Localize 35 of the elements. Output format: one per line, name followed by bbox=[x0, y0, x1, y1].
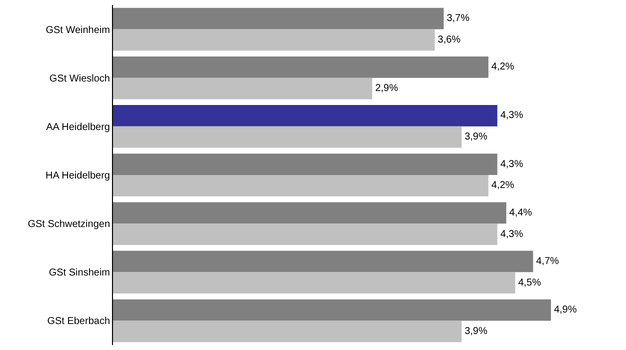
bar bbox=[113, 8, 444, 30]
bar bbox=[113, 202, 506, 224]
data-label: 4,3% bbox=[500, 110, 524, 122]
bar bbox=[113, 154, 498, 175]
data-label: 4,2% bbox=[491, 180, 514, 192]
bar bbox=[113, 250, 534, 272]
data-label: 4,4% bbox=[509, 207, 532, 218]
data-label: 3,7% bbox=[446, 13, 470, 24]
data-label: 4,2% bbox=[491, 62, 514, 73]
data-label: 4,9% bbox=[554, 304, 577, 316]
data-label: 3,9% bbox=[464, 326, 488, 337]
data-label: 4,3% bbox=[500, 228, 524, 240]
y-tick-label: GSt Eberbach bbox=[47, 316, 110, 328]
y-tick-label: GSt Schwetzingen bbox=[28, 219, 110, 230]
data-label: 4,7% bbox=[536, 256, 559, 267]
y-tick-label: GSt Weinheim bbox=[46, 24, 110, 36]
y-tick-label: GSt Wiesloch bbox=[49, 73, 110, 84]
data-label: 2,9% bbox=[375, 83, 398, 94]
data-label: 3,6% bbox=[438, 34, 461, 46]
data-label: 3,9% bbox=[464, 132, 488, 143]
bar bbox=[113, 272, 516, 294]
bar bbox=[113, 224, 498, 245]
bar bbox=[113, 175, 488, 196]
y-tick-label: GSt Sinsheim bbox=[48, 268, 110, 279]
y-tick-label: HA Heidelberg bbox=[46, 170, 110, 182]
bar bbox=[113, 78, 372, 100]
bar bbox=[113, 105, 498, 126]
bar bbox=[113, 320, 462, 342]
data-label: 4,3% bbox=[500, 158, 524, 170]
y-tick-label: AA Heidelberg bbox=[46, 122, 110, 133]
bar bbox=[113, 29, 435, 51]
bar bbox=[113, 299, 551, 321]
data-label: 4,5% bbox=[518, 277, 542, 288]
bar bbox=[113, 126, 462, 148]
bar bbox=[113, 56, 488, 78]
